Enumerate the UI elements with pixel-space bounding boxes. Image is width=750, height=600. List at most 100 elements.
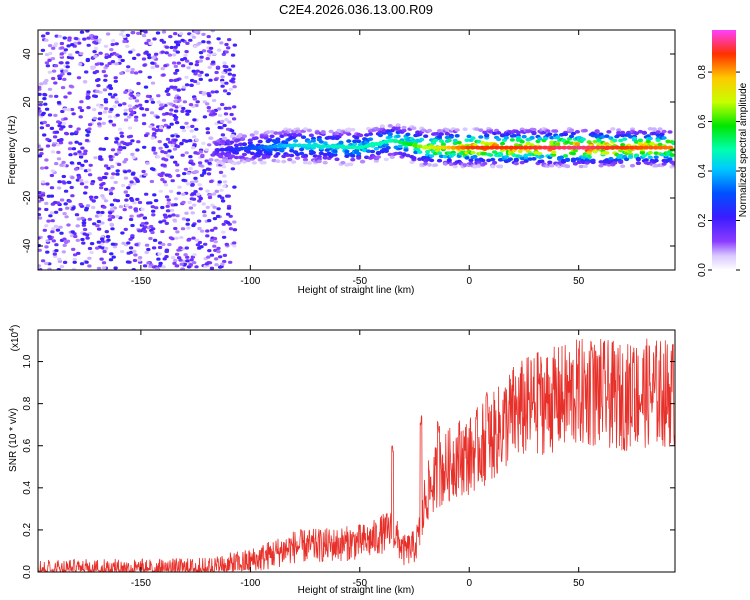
- spectrogram-cell: [527, 152, 533, 157]
- spectrogram-cell: [322, 152, 328, 157]
- spectrogram-cell: [52, 252, 57, 256]
- spectrogram-cell: [47, 113, 53, 117]
- spectrogram-cell: [606, 163, 612, 167]
- spectrogram-cell: [222, 61, 227, 65]
- spectrogram-cell: [173, 109, 179, 113]
- spectrogram-cell: [173, 85, 178, 89]
- spectrogram-cell: [150, 66, 155, 70]
- colorbar-tick-label: 0.4: [697, 164, 708, 178]
- spectrogram-cell: [103, 246, 109, 250]
- spectrogram-cell: [188, 166, 193, 171]
- spectrogram-cell: [237, 142, 244, 147]
- spectrogram-cell: [104, 64, 110, 68]
- spectrogram-cell: [635, 157, 642, 162]
- spectrogram-cell: [205, 234, 210, 238]
- spectrogram-cell: [173, 71, 178, 75]
- spectrogram-cell: [153, 151, 158, 155]
- spectrogram-peak-cell: [286, 143, 293, 148]
- spectrogram-cell: [111, 172, 116, 176]
- spectrogram-peak-cell: [411, 143, 418, 148]
- spectrogram-cell: [232, 220, 237, 224]
- spectrogram-cell: [124, 203, 130, 207]
- spectrogram-cell: [348, 162, 354, 167]
- spectrogram-cell: [338, 140, 344, 145]
- spectrogram-cell: [131, 155, 136, 159]
- spectrogram-cell: [141, 122, 147, 126]
- spectrogram-cell: [233, 143, 240, 148]
- spectrogram-cell: [204, 262, 209, 266]
- spectrogram-cell: [653, 155, 659, 159]
- spectrogram-cell: [387, 134, 393, 139]
- spectrogram-cell: [38, 236, 41, 240]
- spectrogram-cell: [45, 123, 50, 128]
- snr-xtick-label: 0: [466, 578, 472, 589]
- spectrogram-cell: [192, 261, 197, 265]
- spectrogram-cell: [142, 229, 148, 233]
- spectrogram-cell: [271, 158, 277, 163]
- spectrogram-cell: [655, 130, 661, 134]
- spectrogram-peak-cell: [416, 144, 423, 149]
- spectrogram-cell: [222, 174, 227, 178]
- spectrogram-cell: [205, 127, 210, 131]
- spectrogram-cell: [350, 154, 356, 158]
- spectrogram-cell: [162, 219, 167, 223]
- spectrogram-cell: [61, 160, 66, 164]
- spectrogram-cell: [257, 157, 263, 162]
- spectrogram-cell: [209, 253, 215, 257]
- spectrogram-cell: [151, 213, 156, 217]
- spectrogram-heatmap: [38, 30, 675, 270]
- spectrogram-cell: [95, 224, 100, 228]
- spectrogram-cell: [44, 166, 49, 170]
- spectrogram-cell: [100, 237, 105, 241]
- spectrogram-cell: [46, 219, 51, 223]
- spectrogram-cell: [157, 241, 163, 245]
- spectrogram-peak-cell: [647, 145, 654, 150]
- spectrogram-cell: [163, 143, 168, 147]
- spectrogram-cell: [223, 112, 229, 116]
- spectrogram-cell: [108, 188, 114, 193]
- spectrogram-cell: [175, 163, 180, 167]
- spectrogram-cell: [184, 59, 190, 63]
- spectrogram-cell: [194, 138, 200, 142]
- spectrogram-cell: [82, 37, 87, 41]
- spectrogram-cell: [401, 153, 407, 157]
- spectrogram-cell: [572, 148, 579, 153]
- spectrogram-cell: [188, 38, 193, 42]
- spectrogram-cell: [171, 61, 177, 65]
- spectrogram-cell: [220, 84, 225, 88]
- spectrogram-cell: [215, 214, 221, 218]
- spectrogram-cell: [42, 228, 47, 232]
- spectrogram-cell: [421, 128, 427, 133]
- spectrogram-cell: [125, 143, 130, 147]
- spectrogram-peak-cell: [638, 145, 645, 150]
- spectrogram-cell: [545, 129, 551, 133]
- spectrogram-cell: [169, 155, 175, 159]
- spectrogram-cell: [67, 91, 72, 95]
- spectrogram-peak-cell: [325, 144, 332, 149]
- spectrogram-cell: [659, 152, 665, 157]
- spectrogram-cell: [211, 211, 216, 215]
- spectrogram-cell: [608, 159, 614, 164]
- spectrogram-cell: [38, 112, 41, 116]
- spectrogram-cell: [531, 157, 537, 161]
- spectrogram-cell: [559, 155, 565, 160]
- spectrogram-peak-cell: [594, 145, 601, 150]
- spectrogram-cell: [163, 183, 169, 187]
- spectrogram-cell: [299, 147, 305, 152]
- spectrogram-cell: [99, 62, 104, 66]
- spectrogram-cell: [657, 127, 663, 131]
- spectrogram-cell: [214, 263, 219, 267]
- spectrogram-cell: [146, 38, 151, 43]
- spectrogram-cell: [199, 55, 204, 59]
- spectrogram-cell: [197, 73, 202, 77]
- spectrogram-cell: [160, 205, 165, 210]
- spectrogram-cell: [128, 183, 133, 187]
- spectrogram-peak-cell: [257, 145, 264, 150]
- spectrogram-cell: [193, 176, 198, 180]
- spectrogram-cell: [51, 143, 57, 147]
- spectrogram-cell: [226, 46, 231, 50]
- spectrogram-cell: [610, 127, 616, 131]
- spectrogram-cell: [133, 207, 138, 211]
- spectrogram-cell: [185, 41, 190, 46]
- spectrogram-cell: [44, 245, 49, 249]
